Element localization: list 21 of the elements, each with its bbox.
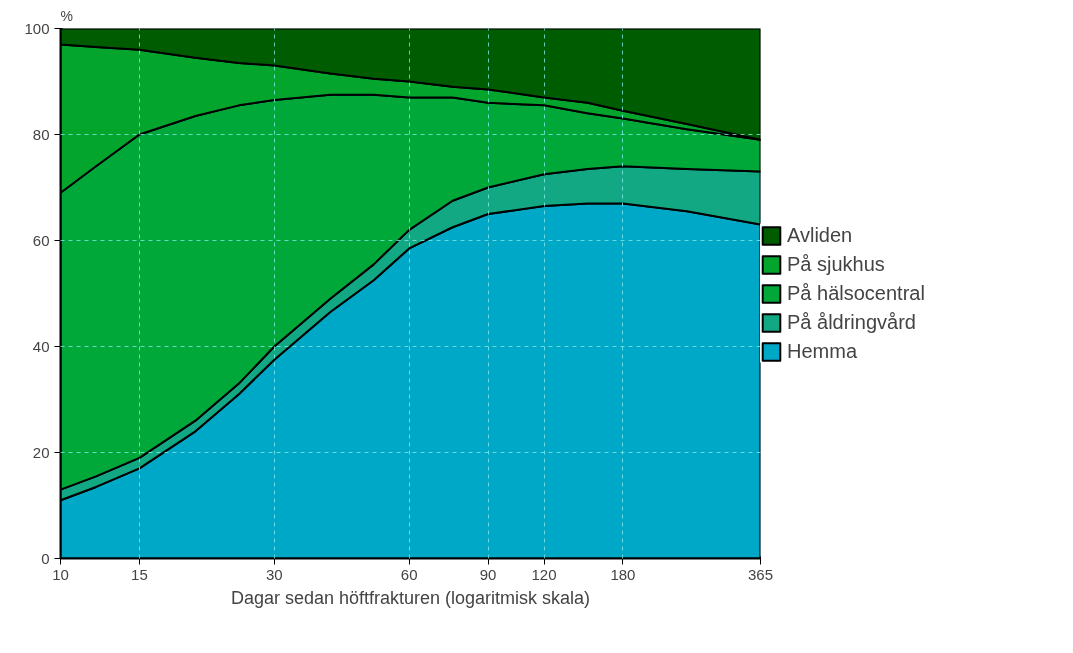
x-tick-label: 180 <box>610 565 636 583</box>
y-tick-label: 40 <box>32 337 50 355</box>
x-tick-label: 60 <box>400 565 418 583</box>
legend-label: På hälsocentral <box>787 281 925 305</box>
y-axis-title: % <box>60 7 73 24</box>
legend-label: Hemma <box>787 339 858 363</box>
y-tick-label: 80 <box>32 125 50 143</box>
legend-label: På sjukhus <box>787 252 885 276</box>
y-tick-label: 60 <box>32 231 50 249</box>
y-tick-label: 100 <box>24 19 50 37</box>
legend-label: Avliden <box>787 223 853 247</box>
y-tick-label: 20 <box>32 443 50 461</box>
x-tick-label: 90 <box>479 565 497 583</box>
x-tick-label: 30 <box>265 565 283 583</box>
x-tick-label: 365 <box>747 565 774 583</box>
x-tick-label: 120 <box>531 565 557 583</box>
x-tick-label: 10 <box>52 565 69 583</box>
y-tick-label: 0 <box>41 549 50 567</box>
x-tick-label: 15 <box>131 565 148 583</box>
legend-label: På åldringvård <box>787 310 916 334</box>
x-axis-title: Dagar sedan höftfrakturen (logaritmisk skala) <box>230 587 591 608</box>
